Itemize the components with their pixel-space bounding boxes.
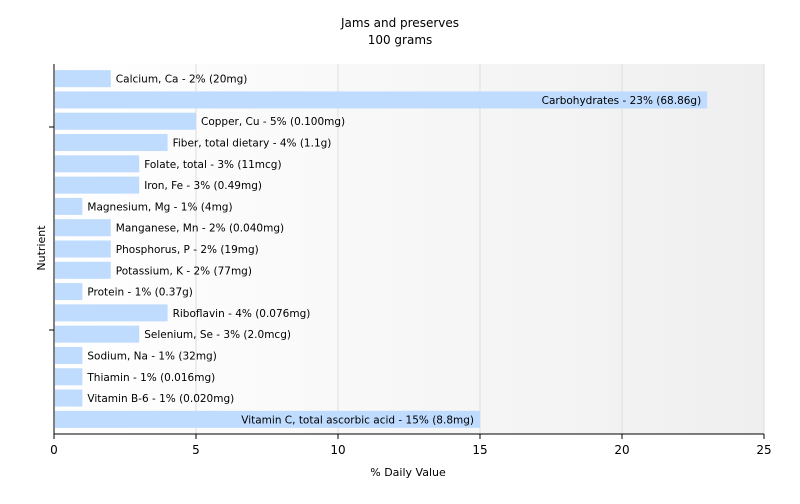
x-tick-label: 25	[756, 443, 771, 457]
x-tick-label: 0	[50, 443, 58, 457]
bar-data-label: Magnesium, Mg - 1% (4mg)	[87, 201, 232, 213]
bar	[55, 155, 140, 173]
bar-data-label: Manganese, Mn - 2% (0.040mg)	[116, 223, 284, 235]
x-axis-label: % Daily Value	[370, 466, 446, 479]
bar-data-label: Carbohydrates - 23% (68.86g)	[542, 95, 702, 107]
bar-data-label: Fiber, total dietary - 4% (1.1g)	[173, 138, 332, 150]
bar-data-label: Potassium, K - 2% (77mg)	[116, 265, 252, 277]
bar-data-label: Calcium, Ca - 2% (20mg)	[116, 74, 248, 86]
chart-subtitle: 100 grams	[368, 33, 433, 47]
chart-title: Jams and preserves	[340, 16, 459, 30]
bar	[55, 368, 83, 386]
bar-data-label: Iron, Fe - 3% (0.49mg)	[144, 180, 262, 192]
bar	[55, 410, 480, 428]
x-tick-label: 5	[192, 443, 200, 457]
bar	[55, 240, 111, 258]
bar-data-label: Riboflavin - 4% (0.076mg)	[173, 308, 311, 320]
bar	[55, 197, 83, 215]
bar	[55, 283, 83, 301]
bar	[55, 70, 111, 88]
x-tick-label: 15	[472, 443, 487, 457]
bar	[55, 112, 196, 130]
bar-data-label: Protein - 1% (0.37g)	[87, 287, 193, 299]
bar-data-label: Sodium, Na - 1% (32mg)	[87, 350, 216, 362]
y-axis-label: Nutrient	[35, 225, 48, 271]
x-tick-label: 10	[330, 443, 345, 457]
bar	[55, 176, 140, 194]
bar	[55, 389, 83, 407]
bar-data-label: Vitamin B-6 - 1% (0.020mg)	[87, 393, 234, 405]
bar	[55, 134, 168, 152]
bar-data-label: Folate, total - 3% (11mcg)	[144, 159, 281, 171]
bar	[55, 304, 168, 322]
bar-data-label: Selenium, Se - 3% (2.0mcg)	[144, 329, 291, 341]
bar-data-label: Phosphorus, P - 2% (19mg)	[116, 244, 259, 256]
bar-data-label: Thiamin - 1% (0.016mg)	[86, 372, 215, 384]
bar	[55, 219, 111, 237]
bar	[55, 261, 111, 279]
x-tick-label: 20	[614, 443, 629, 457]
bar	[55, 91, 708, 109]
bar-data-label: Copper, Cu - 5% (0.100mg)	[201, 116, 345, 128]
bar	[55, 346, 83, 364]
bar-data-label: Vitamin C, total ascorbic acid - 15% (8.…	[241, 414, 474, 426]
bar	[55, 325, 140, 343]
